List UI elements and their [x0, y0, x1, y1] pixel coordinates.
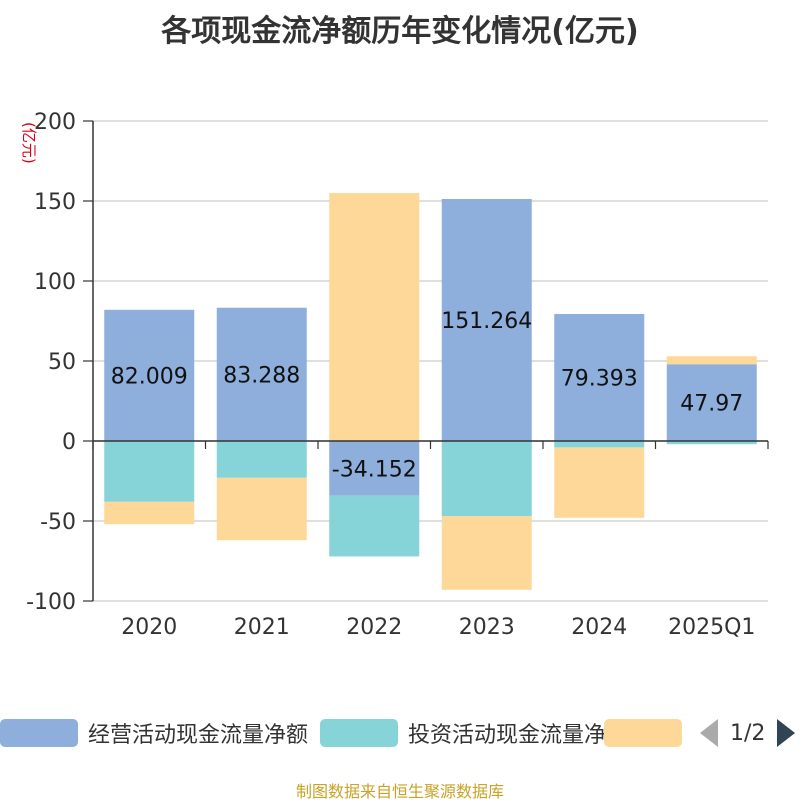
legend-item-investing[interactable]: 投资活动现金流量净额 — [320, 718, 628, 748]
x-tick-label-2025Q1: 2025Q1 — [668, 615, 755, 640]
bar-series1-2020 — [104, 309, 195, 441]
x-tick-label-2024: 2024 — [571, 615, 627, 640]
source-footer: 制图数据来自恒生聚源数据库 — [295, 782, 504, 801]
legend-label-operating: 经营活动现金流量净额 — [88, 723, 309, 748]
legend-label-investing: 投资活动现金流量净额 — [408, 723, 629, 748]
x-tick-label-2021: 2021 — [234, 615, 290, 640]
legend: 经营活动现金流量净额 投资活动现金流量净额 1/2 — [0, 712, 800, 756]
legend-swatch-investing — [320, 719, 398, 747]
bar-series1-2023 — [441, 198, 532, 441]
legend-item-financing[interactable] — [604, 718, 682, 748]
data-label-2021: 83.288 — [223, 363, 300, 388]
bar-series1-2021 — [216, 307, 307, 441]
y-tick-label: 150 — [34, 190, 76, 215]
y-tick-label: 200 — [34, 110, 76, 135]
legend-item-operating[interactable]: 经营活动现金流量净额 — [0, 718, 308, 748]
bar-series3-2025Q1 — [666, 356, 757, 365]
bar-series3-2022 — [329, 193, 420, 441]
bar-series3-2020 — [104, 501, 195, 525]
bar-series2-2021 — [216, 441, 307, 478]
y-tick-label: -100 — [26, 590, 76, 615]
cashflow-bar-chart: -100 -50 0 50 100 150 200 2020 2021 2022 2023 2024 2… — [26, 110, 769, 640]
data-label-2023: 151.264 — [441, 309, 532, 334]
legend-pager: 1/2 — [700, 718, 796, 748]
data-label-2022: -34.152 — [332, 457, 417, 482]
data-label-2020: 82.009 — [111, 364, 188, 389]
chart-title: 各项现金流净额历年变化情况(亿元) — [161, 14, 639, 49]
bar-series2-2023 — [441, 441, 532, 517]
bar-series2-2022 — [329, 495, 420, 557]
bar-series1-2022 — [329, 441, 420, 496]
y-tick-label: 0 — [62, 430, 76, 455]
legend-swatch-financing — [604, 719, 682, 747]
x-tick-label-2023: 2023 — [459, 615, 515, 640]
y-tick-label: -50 — [40, 510, 76, 535]
data-label-2024: 79.393 — [561, 366, 638, 391]
legend-page-indicator: 1/2 — [730, 720, 766, 746]
legend-prev-page-icon[interactable] — [700, 719, 718, 747]
x-tick-label-2022: 2022 — [346, 615, 402, 640]
bar-series3-2024 — [554, 447, 645, 518]
data-label-2025Q1: 47.97 — [680, 392, 743, 417]
bar-series3-2021 — [216, 477, 307, 541]
bar-series3-2023 — [441, 516, 532, 590]
y-tick-label: 100 — [34, 270, 76, 295]
bar-series1-2024 — [554, 313, 645, 441]
bar-series2-2024 — [554, 441, 645, 448]
legend-swatch-operating — [0, 719, 78, 747]
bar-series1-2025Q1 — [666, 364, 757, 441]
bar-series2-2020 — [104, 441, 195, 502]
x-tick-label-2020: 2020 — [121, 615, 177, 640]
bar-series2-2025Q1 — [666, 441, 757, 445]
y-tick-label: 50 — [48, 350, 76, 375]
legend-next-page-icon[interactable] — [777, 719, 796, 747]
